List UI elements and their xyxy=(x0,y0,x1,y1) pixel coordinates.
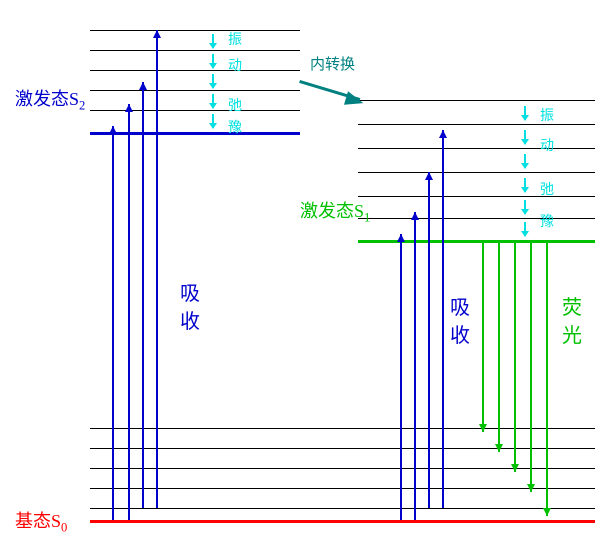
energy-level-line xyxy=(358,240,595,243)
transition-arrow xyxy=(142,82,144,508)
jablonski-diagram: 基态S0激发态S2振动弛豫激发态S1振动弛豫吸收吸收荧光内转换 xyxy=(0,0,600,540)
label-s1: 激发态S1 xyxy=(300,202,370,224)
transition-arrow xyxy=(514,240,516,472)
vib-label: 弛 xyxy=(540,184,554,198)
label-absorption-s1: 吸收 xyxy=(450,294,470,350)
arrow-head xyxy=(527,484,535,492)
arrow-head xyxy=(109,126,117,134)
arrow-head xyxy=(125,104,133,112)
transition-arrow xyxy=(530,240,532,492)
label-s2: 激发态S2 xyxy=(15,90,85,112)
transition-arrow xyxy=(546,240,548,516)
energy-level-line xyxy=(90,468,595,469)
arrow-head xyxy=(425,172,433,180)
arrow-head xyxy=(397,234,405,242)
transition-arrow xyxy=(400,234,402,520)
label-internal-conversion: 内转换 xyxy=(310,58,355,73)
energy-level-line xyxy=(90,520,595,523)
arrow-head xyxy=(209,83,217,89)
energy-level-line xyxy=(90,428,595,429)
transition-arrow xyxy=(156,30,158,508)
arrow-head xyxy=(521,209,529,215)
vib-label: 豫 xyxy=(228,122,242,136)
label-s0: 基态S0 xyxy=(15,512,67,534)
energy-level-line xyxy=(358,218,595,219)
arrow-head xyxy=(511,464,519,472)
transition-arrow xyxy=(414,212,416,520)
energy-level-line xyxy=(90,508,595,509)
arrow-head xyxy=(153,30,161,38)
arrow-head xyxy=(521,163,529,169)
vib-label: 振 xyxy=(540,110,554,124)
arrow-head xyxy=(521,231,529,237)
energy-level-line xyxy=(358,100,595,101)
transition-arrow xyxy=(128,104,130,520)
arrow-head xyxy=(139,82,147,90)
arrow-head xyxy=(495,444,503,452)
energy-level-line xyxy=(358,124,595,125)
vib-label: 动 xyxy=(228,60,242,74)
label-fluorescence: 荧光 xyxy=(562,294,582,350)
arrow-head xyxy=(209,123,217,129)
transition-arrow xyxy=(112,126,114,520)
vib-label: 振 xyxy=(228,34,242,48)
arrow-head xyxy=(439,130,447,138)
energy-level-line xyxy=(90,70,300,71)
arrow-head xyxy=(521,187,529,193)
transition-arrow xyxy=(442,130,444,508)
transition-arrow xyxy=(498,240,500,452)
energy-level-line xyxy=(358,148,595,149)
energy-level-line xyxy=(90,90,300,91)
energy-level-line xyxy=(358,196,595,197)
arrow-head xyxy=(543,508,551,516)
energy-level-line xyxy=(90,110,300,111)
arrow-head xyxy=(209,103,217,109)
vib-label: 动 xyxy=(540,140,554,154)
arrow-head xyxy=(479,424,487,432)
arrow-head xyxy=(209,63,217,69)
arrow-head xyxy=(209,43,217,49)
label-absorption-s2: 吸收 xyxy=(180,280,200,336)
energy-level-line xyxy=(90,488,595,489)
arrow-head xyxy=(521,139,529,145)
vib-label: 豫 xyxy=(540,216,554,230)
vib-label: 弛 xyxy=(228,100,242,114)
energy-level-line xyxy=(90,132,300,135)
arrow-head xyxy=(344,91,365,110)
energy-level-line xyxy=(90,50,300,51)
arrow-head xyxy=(521,115,529,121)
transition-arrow xyxy=(428,172,430,508)
energy-level-line xyxy=(90,30,300,31)
transition-arrow xyxy=(482,240,484,432)
energy-level-line xyxy=(90,448,595,449)
arrow-head xyxy=(411,212,419,220)
energy-level-line xyxy=(358,172,595,173)
